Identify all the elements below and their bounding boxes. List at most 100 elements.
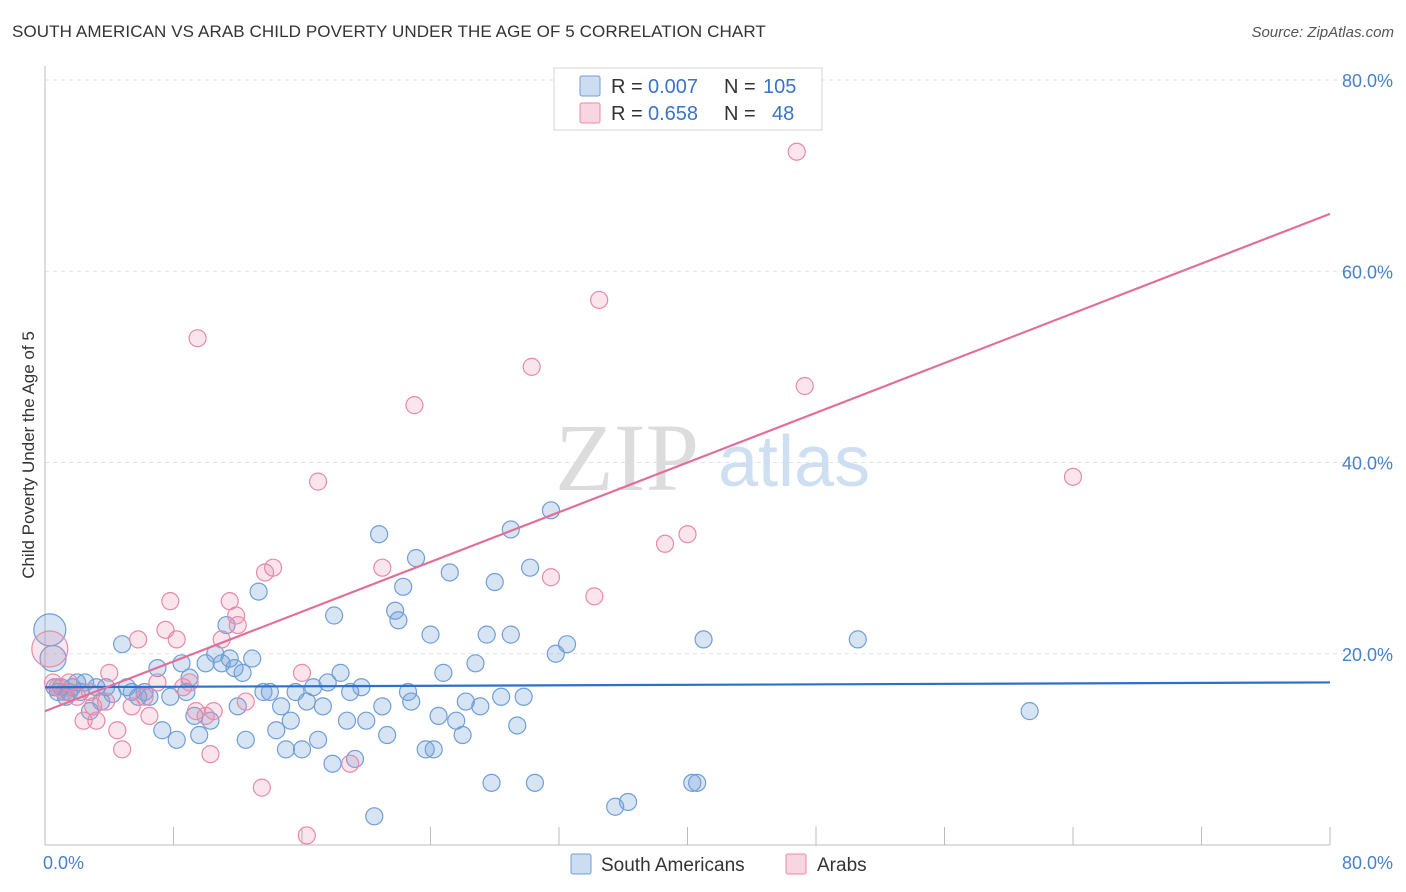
south-american-point bbox=[471, 697, 490, 716]
south-american-point bbox=[292, 740, 312, 759]
arab-point bbox=[590, 290, 609, 310]
south-american-point bbox=[402, 692, 421, 711]
arab-point bbox=[795, 376, 814, 396]
south-american-point bbox=[501, 625, 520, 644]
south-american-point bbox=[260, 682, 279, 702]
arab-point bbox=[541, 568, 561, 587]
arab-point bbox=[373, 558, 392, 577]
south-american-point bbox=[370, 525, 389, 544]
arab-point bbox=[341, 754, 360, 773]
bottom-legend: South Americans Arabs bbox=[570, 853, 867, 876]
arab-point bbox=[31, 630, 69, 668]
arab-point bbox=[201, 745, 220, 764]
south-american-point bbox=[331, 663, 350, 682]
south-american-point bbox=[313, 697, 332, 716]
trend-lines bbox=[44, 212, 1331, 713]
arab-point bbox=[308, 472, 328, 491]
legend-n-value-1: 105 bbox=[763, 76, 796, 98]
south-american-point bbox=[243, 649, 262, 668]
bottom-legend-swatch-south-americans bbox=[570, 853, 592, 875]
arab-point bbox=[161, 592, 180, 611]
south-american-point bbox=[429, 706, 448, 726]
arab-point bbox=[204, 702, 223, 721]
arab-point bbox=[678, 525, 697, 544]
arab-point bbox=[148, 673, 167, 692]
bottom-legend-label-south-americans: South Americans bbox=[601, 855, 745, 876]
south-american-point bbox=[112, 635, 132, 654]
legend-r-value-2: 0.658 bbox=[648, 103, 698, 125]
arab-point bbox=[129, 630, 148, 649]
data-points bbox=[31, 142, 1083, 845]
arab-point bbox=[655, 534, 675, 553]
y-tick-label: 20.0% bbox=[1342, 645, 1393, 665]
south-american-point bbox=[386, 601, 405, 620]
arab-point bbox=[405, 396, 424, 415]
south-american-point bbox=[848, 630, 867, 649]
south-american-point bbox=[308, 730, 328, 749]
watermark-zip: ZIP bbox=[555, 404, 699, 511]
south-american-point bbox=[267, 721, 286, 740]
south-american-point bbox=[373, 697, 392, 716]
south-american-point bbox=[190, 725, 209, 745]
south-american-point bbox=[421, 625, 440, 644]
south-american-point bbox=[694, 630, 713, 649]
south-american-point bbox=[1020, 702, 1039, 721]
south-american-point bbox=[276, 740, 296, 759]
south-american-point bbox=[398, 682, 418, 702]
legend-box bbox=[553, 67, 823, 131]
south-american-point bbox=[39, 644, 67, 673]
tick-labels: 20.0% 40.0% 60.0% 80.0% 0.0% 80.0% bbox=[43, 71, 1393, 873]
bottom-legend-swatch-arabs bbox=[785, 853, 807, 875]
south-american-point bbox=[140, 687, 159, 706]
south-american-point bbox=[220, 649, 239, 668]
arab-point bbox=[135, 687, 154, 706]
arab-point bbox=[236, 692, 255, 711]
south-american-point bbox=[492, 687, 511, 706]
south-american-point bbox=[352, 678, 371, 697]
south-american-point bbox=[514, 687, 533, 706]
axes bbox=[44, 66, 1331, 846]
arab-point bbox=[585, 587, 604, 606]
south-american-point bbox=[508, 716, 527, 735]
arab-point bbox=[100, 663, 119, 682]
legend: R = 0.007 N = 105 R = 0.658 N = 48 bbox=[553, 67, 823, 131]
arab-point bbox=[252, 778, 271, 797]
south-american-point bbox=[337, 711, 357, 730]
south-american-point bbox=[453, 725, 472, 745]
south-american-point bbox=[520, 558, 540, 577]
arab-point bbox=[96, 692, 116, 711]
legend-n-value-2: 48 bbox=[772, 103, 794, 125]
south-american-point bbox=[683, 773, 702, 792]
south-american-point bbox=[236, 730, 255, 749]
south-american-point bbox=[485, 572, 504, 592]
y-tick-label: 40.0% bbox=[1342, 454, 1393, 474]
y-tick-label: 80.0% bbox=[1342, 71, 1393, 91]
arab-point bbox=[122, 697, 141, 716]
arab-point bbox=[188, 329, 207, 348]
y-axis-label: Child Poverty Under the Age of 5 bbox=[19, 331, 38, 579]
south-american-point bbox=[688, 773, 707, 792]
south-american-point bbox=[196, 654, 215, 673]
watermark-atlas: atlas bbox=[718, 422, 870, 502]
south-american-point bbox=[254, 682, 273, 702]
legend-swatch-blue bbox=[579, 75, 601, 97]
arab-trend-line bbox=[44, 212, 1331, 713]
south-american-point bbox=[167, 730, 186, 749]
arab-point bbox=[167, 630, 186, 649]
arab-point bbox=[112, 740, 132, 759]
arab-point bbox=[140, 706, 159, 726]
legend-r-label-2: R = bbox=[611, 103, 643, 125]
south-american-point bbox=[378, 725, 397, 745]
legend-n-label-1: N = bbox=[724, 76, 756, 98]
south-american-point bbox=[233, 663, 252, 682]
south-american-point bbox=[557, 635, 577, 654]
arab-point bbox=[74, 711, 93, 730]
south-american-point bbox=[434, 663, 453, 682]
south-american-point bbox=[341, 682, 360, 702]
chart-title: SOUTH AMERICAN VS ARAB CHILD POVERTY UND… bbox=[12, 22, 766, 41]
south-american-point bbox=[618, 792, 638, 812]
arab-point bbox=[186, 702, 206, 721]
south-american-point bbox=[482, 773, 501, 792]
arab-point bbox=[522, 357, 541, 376]
